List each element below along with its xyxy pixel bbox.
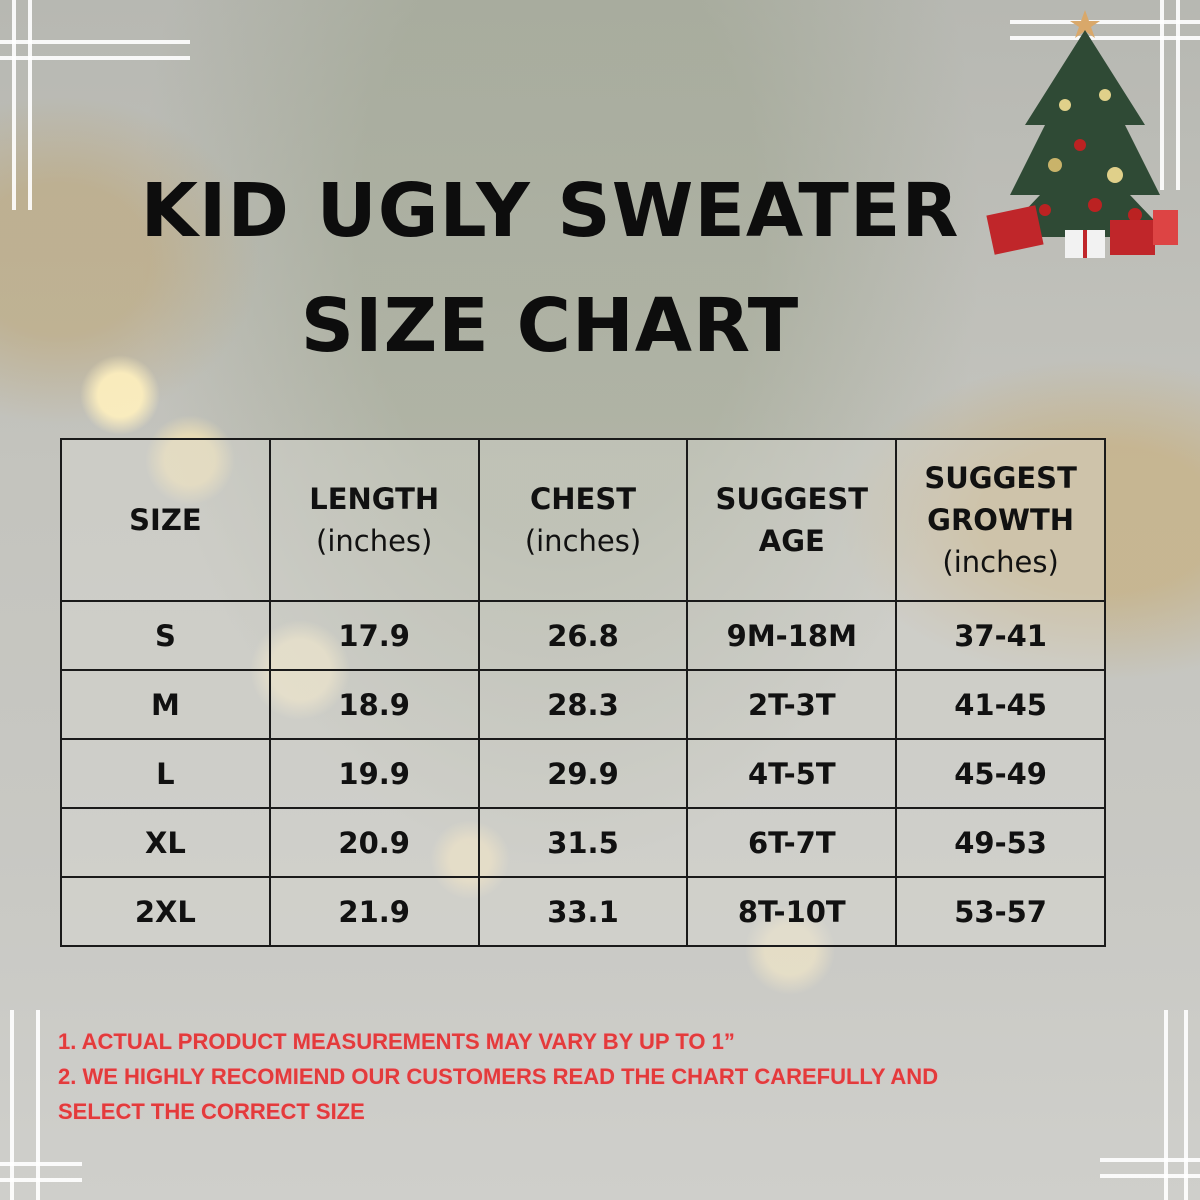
frame-line [0, 1162, 82, 1166]
title-line-2: SIZE CHART [300, 283, 800, 369]
header-suggest-growth: SUGGEST GROWTH (inches) [895, 438, 1106, 602]
cell-size: XL [60, 807, 271, 878]
header-chest: CHEST (inches) [477, 438, 689, 602]
header-text: SIZE [129, 502, 202, 537]
header-size: SIZE [60, 438, 271, 602]
note-2: 2. WE HIGHLY RECOMIEND OUR CUSTOMERS REA… [58, 1064, 939, 1089]
cell-age: 2T-3T [686, 669, 898, 740]
cell-size: M [60, 669, 271, 740]
cell-age: 4T-5T [686, 738, 898, 809]
cell-size: 2XL [60, 876, 271, 947]
header-suggest-age: SUGGEST AGE [686, 438, 898, 602]
cell-chest: 28.3 [477, 669, 689, 740]
frame-line [0, 56, 190, 60]
frame-line [12, 0, 16, 210]
cell-length: 18.9 [268, 669, 480, 740]
cell-age: 6T-7T [686, 807, 898, 878]
frame-line [28, 0, 32, 210]
header-unit: (inches) [316, 524, 433, 558]
christmas-tree-icon [986, 10, 1178, 258]
header-text: LENGTH [309, 481, 440, 516]
table-row: L 19.9 29.9 4T-5T 45-49 [60, 738, 1106, 809]
table-row: 2XL 21.9 33.1 8T-10T 53-57 [60, 876, 1106, 947]
header-text: AGE [758, 524, 825, 558]
cell-length: 20.9 [268, 807, 480, 878]
cell-length: 19.9 [268, 738, 480, 809]
cell-growth: 45-49 [895, 738, 1106, 809]
frame-line [1010, 20, 1200, 24]
notes: 1. ACTUAL PRODUCT MEASUREMENTS MAY VARY … [58, 1024, 938, 1129]
frame-line [1160, 0, 1164, 190]
size-chart-table: SIZE LENGTH (inches) CHEST (inches) SUGGES… [60, 438, 1106, 947]
frame-line [1184, 1010, 1188, 1200]
cell-length: 21.9 [268, 876, 480, 947]
cell-growth: 53-57 [895, 876, 1106, 947]
cell-size: S [60, 600, 271, 671]
cell-length: 17.9 [268, 600, 480, 671]
frame-line [1100, 1174, 1200, 1178]
frame-line [1176, 0, 1180, 190]
header-unit: (inches) [524, 524, 642, 558]
frame-line [1100, 1158, 1200, 1162]
cell-chest: 31.5 [477, 807, 689, 878]
table-row: XL 20.9 31.5 6T-7T 49-53 [60, 807, 1106, 878]
cell-chest: 29.9 [477, 738, 689, 809]
frame-line [36, 1010, 40, 1200]
cell-growth: 41-45 [895, 669, 1106, 740]
cell-growth: 37-41 [895, 600, 1106, 671]
frame-line [1164, 1010, 1168, 1200]
header-unit: (inches) [942, 545, 1059, 580]
cell-growth: 49-53 [895, 807, 1106, 878]
table-row: S 17.9 26.8 9M-18M 37-41 [60, 600, 1106, 671]
cell-chest: 33.1 [477, 876, 689, 947]
frame-line [1010, 36, 1200, 40]
header-length: LENGTH (inches) [268, 438, 480, 602]
table-row: M 18.9 28.3 2T-3T 41-45 [60, 669, 1106, 740]
frame-line [0, 40, 190, 44]
note-1: 1. ACTUAL PRODUCT MEASUREMENTS MAY VARY … [58, 1029, 735, 1054]
header-text: CHEST [529, 481, 636, 516]
header-text: GROWTH [927, 502, 1074, 537]
frame-line [0, 1178, 82, 1182]
table-header-row: SIZE LENGTH (inches) CHEST (inches) SUGGES… [60, 438, 1106, 602]
cell-age: 9M-18M [686, 600, 898, 671]
cell-size: L [60, 738, 271, 809]
title-line-1: KID UGLY SWEATER [140, 168, 960, 254]
header-text: SUGGEST [924, 460, 1077, 495]
frame-line [10, 1010, 14, 1200]
cell-chest: 26.8 [477, 600, 689, 671]
note-2-continued: SELECT THE CORRECT SIZE [58, 1099, 365, 1124]
cell-age: 8T-10T [686, 876, 898, 947]
header-text: SUGGEST [715, 481, 869, 516]
